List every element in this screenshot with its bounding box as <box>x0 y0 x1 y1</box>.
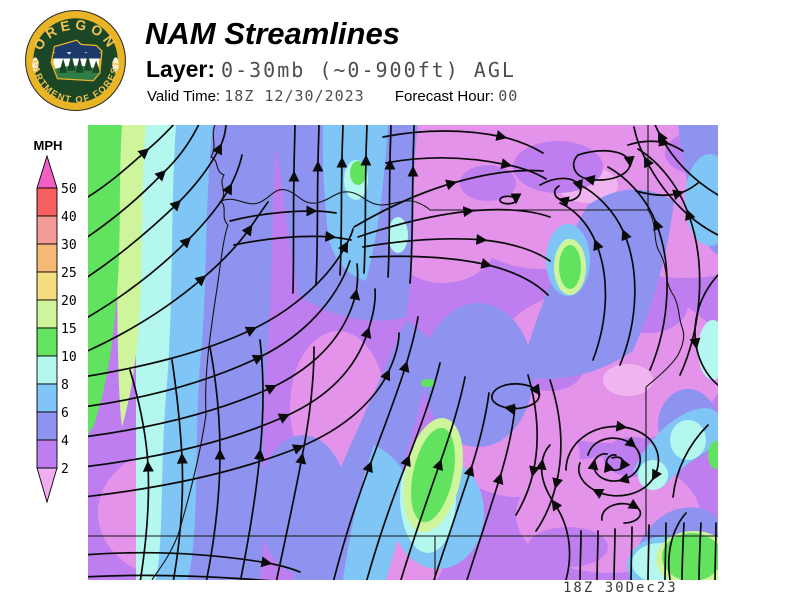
legend-seg-10-15 <box>36 327 58 357</box>
valid-time-label: Valid Time: <box>147 88 221 105</box>
svg-text:6: 6 <box>61 406 69 421</box>
legend-seg-20-25 <box>36 271 58 301</box>
svg-text:40: 40 <box>61 210 77 225</box>
svg-text:4: 4 <box>61 434 69 449</box>
snake-river <box>645 209 685 388</box>
layer-label: Layer: <box>146 56 216 82</box>
logo-scene <box>51 40 102 81</box>
legend-colorbar: 50 40 30 25 20 15 10 8 6 4 2 <box>36 154 77 504</box>
columbia-river <box>220 188 648 211</box>
svg-text:25: 25 <box>61 266 77 281</box>
map-timestamp: 18Z 30Dec23 <box>563 580 678 596</box>
layer-value: 0-30mb (~0-900ft) AGL <box>221 58 516 82</box>
legend-arrow-bottom <box>36 467 58 504</box>
forecast-hour-label: Forecast Hour: <box>394 88 495 105</box>
legend-seg-30-40 <box>36 215 58 245</box>
wind-speed-fill-layer <box>88 125 718 580</box>
legend-seg-4-6 <box>36 411 58 441</box>
valid-time-row: Valid Time: 18Z 12/30/2023 Forecast Hour… <box>147 87 518 105</box>
legend-tick-labels: 50 40 30 25 20 15 10 8 6 4 2 <box>61 182 77 477</box>
legend-units-label: MPH <box>33 138 63 153</box>
logo-right-oval <box>112 57 119 72</box>
layer-row: Layer: 0-30mb (~0-900ft) AGL <box>146 56 516 83</box>
svg-text:8: 8 <box>61 378 69 393</box>
page-title: NAM Streamlines <box>145 16 400 51</box>
legend-seg-2-4 <box>36 439 58 469</box>
legend-seg-15-20 <box>36 299 58 329</box>
legend-seg-6-8 <box>36 383 58 413</box>
forecast-hour-value: 00 <box>498 87 519 105</box>
logo-left-oval <box>32 57 39 72</box>
odf-logo: OREGON DEPARTMENT OF FORESTRY <box>24 9 126 111</box>
svg-text:30: 30 <box>61 238 77 253</box>
wind-speed-legend: MPH 50 40 30 25 20 <box>26 138 106 511</box>
legend-arrow-top <box>36 154 58 189</box>
streamline-map-canvas <box>88 125 718 580</box>
svg-text:15: 15 <box>61 322 77 337</box>
legend-seg-8-10 <box>36 355 58 385</box>
valid-time-value: 18Z 12/30/2023 <box>224 87 365 105</box>
legend-seg-25-30 <box>36 243 58 273</box>
streamlines-layer <box>88 125 718 580</box>
svg-text:50: 50 <box>61 182 77 197</box>
svg-text:10: 10 <box>61 350 77 365</box>
svg-text:2: 2 <box>61 462 69 477</box>
legend-seg-40-50 <box>36 187 58 217</box>
svg-text:20: 20 <box>61 294 77 309</box>
